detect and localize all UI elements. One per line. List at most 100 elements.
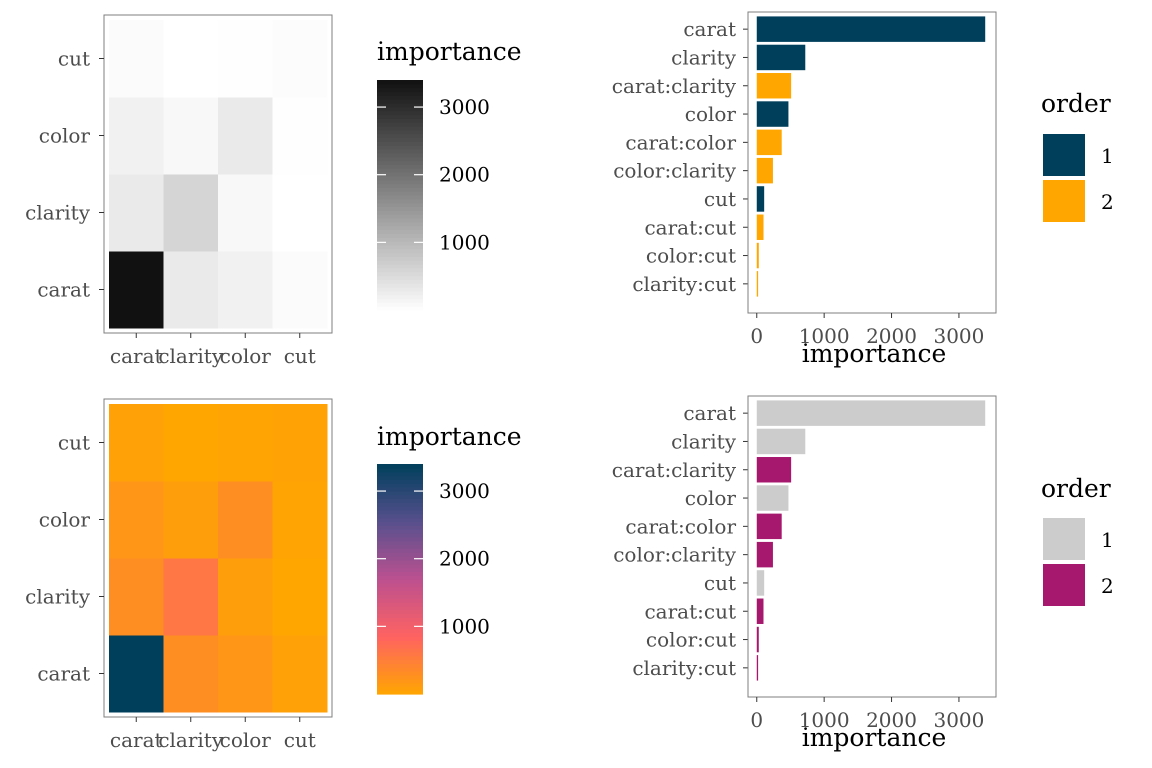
legend-key	[1043, 134, 1085, 176]
heatmap-cell	[218, 481, 273, 559]
colorbar-segment	[377, 671, 423, 676]
colorbar-segment	[377, 126, 423, 131]
colorbar-segment	[377, 114, 423, 119]
bar	[756, 214, 764, 240]
bar	[756, 428, 806, 455]
colorbar-segment	[377, 156, 423, 162]
heatmap-cell	[109, 558, 164, 636]
x-tick-label: carat	[110, 344, 163, 368]
bar	[756, 513, 782, 540]
colorbar-segment	[377, 605, 423, 611]
colorbar-segment	[377, 95, 423, 100]
colorbar-label: 2000	[439, 547, 490, 571]
x-tick-label: 2000	[866, 324, 917, 348]
colorbar-segment	[377, 690, 423, 695]
heatmap-cell	[163, 481, 219, 559]
panel-border	[747, 395, 997, 698]
colorbar-segment	[377, 502, 423, 507]
colorbar-segment	[377, 225, 423, 231]
bar	[756, 570, 765, 596]
colorbar-segment	[377, 471, 423, 477]
colorbar-segment	[377, 540, 423, 546]
x-tick-label: cut	[284, 728, 316, 752]
colorbar-segment	[377, 678, 423, 684]
colorbar-segment	[377, 682, 423, 687]
bar	[756, 101, 789, 127]
colorbar-segment	[377, 529, 423, 534]
colorbar-segment	[377, 160, 423, 165]
legend-key	[1043, 180, 1085, 222]
panel-border	[103, 398, 333, 718]
colorbar-segment	[377, 191, 423, 196]
colorbar-segment	[377, 521, 423, 526]
colorbar-segment	[377, 298, 423, 303]
colorbar-segment	[377, 229, 423, 234]
y-tick-label: carat	[37, 278, 90, 302]
y-tick-label: color	[39, 508, 91, 532]
bar	[756, 400, 986, 426]
heatmap-cell	[218, 635, 273, 713]
y-tick-label: carat	[37, 662, 90, 686]
colorbar-segment	[377, 621, 423, 626]
colorbar-segment	[377, 129, 423, 135]
colorbar-segment	[377, 152, 423, 158]
colorbar-segment	[377, 667, 423, 672]
colorbar-segment	[377, 83, 423, 89]
colorbar-segment	[377, 206, 423, 211]
colorbar-segment	[377, 221, 423, 227]
legend-title: order	[1041, 89, 1111, 118]
heatmap-cell	[218, 558, 273, 636]
bar-panel-1: carat clarity carat:clarity color carat:colo…	[612, 11, 1114, 368]
colorbar-label: 1000	[439, 230, 490, 254]
heatmap-cell	[272, 97, 328, 175]
colorbar-segment	[377, 271, 423, 277]
colorbar-segment	[377, 256, 423, 261]
colorbar-segment	[377, 548, 423, 553]
heatmap-cell	[109, 97, 164, 175]
legend-title: importance	[377, 37, 522, 66]
colorbar-segment	[377, 510, 423, 515]
colorbar-segment	[377, 233, 423, 238]
colorbar-segment	[377, 464, 423, 469]
colorbar-segment	[377, 556, 423, 561]
y-tick-label: color:clarity	[613, 159, 736, 183]
colorbar-segment	[377, 483, 423, 488]
heatmap-cell	[272, 635, 328, 713]
colorbar-segment	[377, 632, 423, 638]
colorbar-segment	[377, 91, 423, 96]
legend-label: 2	[1101, 574, 1114, 598]
y-tick-label: carat:clarity	[612, 458, 737, 482]
heatmap-cell	[218, 251, 273, 329]
heatmap-cell	[163, 404, 219, 482]
y-tick-label: clarity:cut	[632, 272, 736, 296]
x-axis-label: importance	[802, 339, 947, 368]
y-tick-label: cut	[58, 47, 90, 71]
y-tick-label: color:cut	[646, 244, 736, 268]
heatmap-cell	[109, 251, 164, 329]
legend-label: 1	[1101, 144, 1114, 168]
colorbar-segment	[377, 467, 423, 473]
colorbar-segment	[377, 594, 423, 599]
colorbar-segment	[377, 202, 423, 208]
colorbar-segment	[377, 625, 423, 630]
colorbar-segment	[377, 636, 423, 641]
x-tick-label: 1000	[799, 324, 850, 348]
colorbar-segment	[377, 290, 423, 296]
colorbar-segment	[377, 598, 423, 603]
colorbar-segment	[377, 490, 423, 496]
colorbar-segment	[377, 663, 423, 668]
bar-panel-3: carat clarity carat:clarity color carat:colo…	[612, 395, 1114, 752]
y-tick-label: cut	[58, 431, 90, 455]
colorbar-segment	[377, 644, 423, 649]
colorbar-segment	[377, 533, 423, 538]
legend-title: order	[1041, 474, 1111, 503]
y-tick-label: carat	[683, 17, 736, 41]
colorbar-segment	[377, 686, 423, 691]
heatmap-cell	[218, 20, 273, 98]
colorbar-segment	[377, 172, 423, 177]
colorbar-segment	[377, 563, 423, 569]
colorbar-segment	[377, 214, 423, 219]
panel-border	[103, 14, 333, 334]
colorbar-segment	[377, 287, 423, 292]
